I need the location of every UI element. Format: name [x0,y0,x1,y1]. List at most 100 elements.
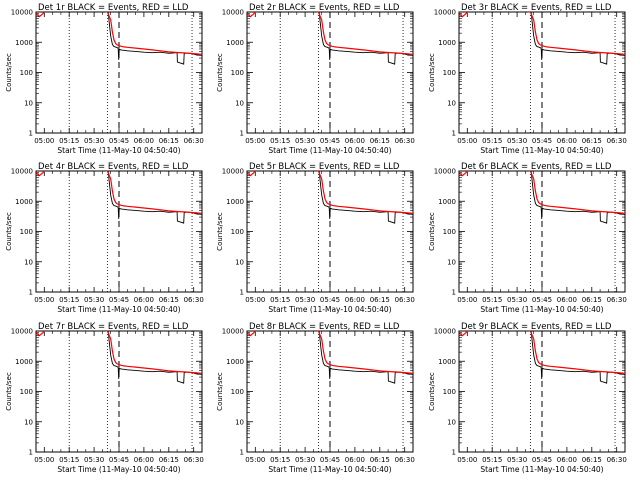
chart-title: Det 3r BLACK = Events, RED = LLD [461,3,612,13]
x-tick-label: 05:45 [109,296,129,304]
events-series-line [107,12,202,65]
x-axis-label: Start Time (11-May-10 04:50:40) [268,465,391,474]
events-series-line [530,171,625,224]
x-tick-label: 05:15 [482,296,502,304]
x-axis-label: Start Time (11-May-10 04:50:40) [268,146,391,155]
y-tick-label: 1000 [226,198,244,206]
y-axis-label: Counts/sec [5,53,13,92]
x-tick-label: 05:30 [295,137,315,145]
x-tick-label: 05:30 [84,296,104,304]
x-tick-label: 05:45 [532,137,552,145]
lld-series-line [247,12,413,55]
y-tick-label: 1000 [15,358,33,366]
x-tick-label: 05:00 [34,296,54,304]
y-tick-label: 100 [20,388,33,396]
y-tick-label: 1000 [226,358,244,366]
x-axis-label: Start Time (11-May-10 04:50:40) [57,465,180,474]
y-tick-label: 10000 [11,9,33,17]
x-tick-label: 05:15 [270,456,290,464]
x-tick-label: 06:30 [184,296,204,304]
y-tick-label: 1 [452,449,456,457]
x-tick-label: 06:00 [134,296,154,304]
events-series-line [107,171,202,224]
series-layer [459,12,625,65]
chart-title: Det 5r BLACK = Events, RED = LLD [249,162,400,172]
x-tick-label: 06:30 [395,137,415,145]
x-tick-label: 05:00 [457,296,477,304]
x-tick-label: 06:15 [582,137,602,145]
chart-panel: Det 8r BLACK = Events, RED = LLD 1 10 100 10… [216,322,415,474]
x-tick-label: 05:30 [507,137,527,145]
y-axis-label: Counts/sec [428,212,436,251]
y-tick-label: 1000 [15,39,33,47]
y-tick-label: 100 [231,228,244,236]
y-tick-label: 1 [452,130,456,138]
chart-panel: Det 1r BLACK = Events, RED = LLD 1 10 100 10… [5,3,204,155]
x-tick-label: 05:30 [295,456,315,464]
y-tick-label: 10000 [222,328,244,336]
y-tick-label: 10 [235,99,244,107]
y-tick-label: 10 [235,418,244,426]
x-tick-label: 05:00 [457,137,477,145]
y-tick-label: 1 [240,289,244,297]
y-tick-label: 10 [447,418,456,426]
chart-panel: Det 4r BLACK = Events, RED = LLD 1 10 100 10… [5,162,204,314]
y-axis-label: Counts/sec [216,212,224,251]
y-axis-label: Counts/sec [216,372,224,411]
x-tick-label: 05:15 [482,137,502,145]
y-tick-label: 1000 [438,358,456,366]
x-tick-label: 06:30 [607,296,627,304]
x-tick-label: 06:00 [557,296,577,304]
x-tick-label: 06:30 [607,137,627,145]
x-axis-label: Start Time (11-May-10 04:50:40) [480,146,603,155]
chart-title: Det 9r BLACK = Events, RED = LLD [461,322,612,332]
lld-series-line [247,331,413,374]
x-tick-label: 05:45 [532,296,552,304]
y-tick-label: 10000 [11,168,33,176]
chart-panel: Det 9r BLACK = Events, RED = LLD 1 10 100 10… [428,322,627,474]
series-layer [459,331,625,384]
y-tick-label: 10 [24,99,33,107]
lld-series-line [459,12,625,55]
chart-title: Det 2r BLACK = Events, RED = LLD [249,3,400,13]
x-tick-label: 06:00 [557,137,577,145]
chart-panel: Det 5r BLACK = Events, RED = LLD 1 10 100 10… [216,162,415,314]
x-tick-label: 06:30 [184,137,204,145]
y-tick-label: 10000 [434,9,456,17]
y-tick-label: 10 [24,418,33,426]
lld-series-line [459,331,625,374]
y-tick-label: 1 [240,449,244,457]
x-tick-label: 05:00 [245,296,265,304]
x-tick-label: 06:15 [370,456,390,464]
y-tick-label: 1000 [226,39,244,47]
x-tick-label: 05:30 [84,456,104,464]
x-tick-label: 05:00 [245,137,265,145]
y-tick-label: 1000 [15,198,33,206]
x-tick-label: 06:15 [370,137,390,145]
y-tick-label: 1000 [438,39,456,47]
x-tick-label: 06:15 [159,296,179,304]
lld-series-line [36,331,202,374]
series-layer [36,331,202,384]
y-tick-label: 100 [231,388,244,396]
x-tick-label: 06:00 [345,456,365,464]
x-tick-label: 05:45 [320,456,340,464]
events-series-line [530,331,625,384]
x-axis-label: Start Time (11-May-10 04:50:40) [480,305,603,314]
y-tick-label: 100 [443,228,456,236]
events-series-line [107,331,202,384]
chart-panel: Det 6r BLACK = Events, RED = LLD 1 10 100 10… [428,162,627,314]
y-tick-label: 100 [443,388,456,396]
x-axis-label: Start Time (11-May-10 04:50:40) [480,465,603,474]
lld-series-line [247,171,413,214]
y-axis-label: Counts/sec [428,53,436,92]
x-tick-label: 05:00 [245,456,265,464]
x-tick-label: 06:00 [345,137,365,145]
x-tick-label: 05:45 [320,296,340,304]
y-tick-label: 1 [452,289,456,297]
chart-title: Det 6r BLACK = Events, RED = LLD [461,162,612,172]
x-tick-label: 05:00 [457,456,477,464]
x-tick-label: 05:45 [320,137,340,145]
series-layer [36,12,202,65]
